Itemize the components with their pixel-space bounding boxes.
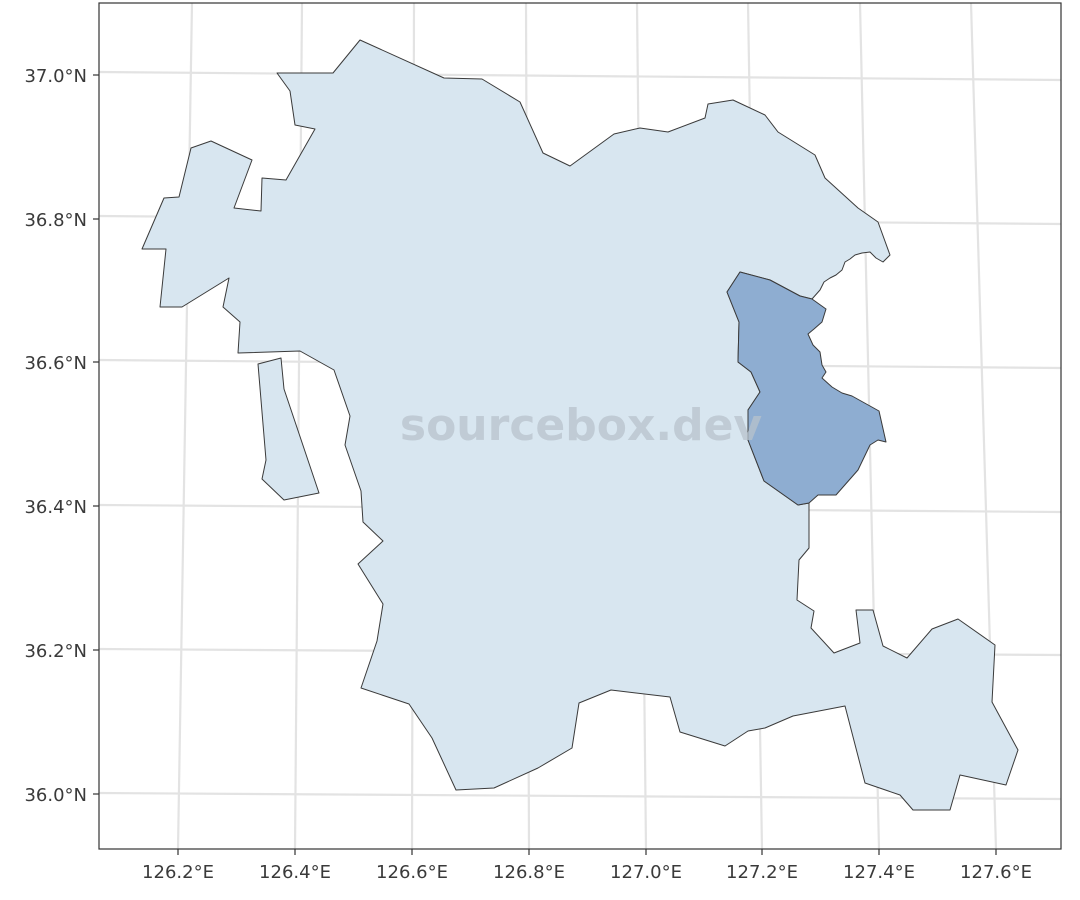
island-region[interactable] bbox=[257, 357, 320, 501]
province-region[interactable] bbox=[141, 39, 1019, 811]
lon-tick-label: 127.2°E bbox=[726, 862, 798, 883]
watermark-text: sourcebox.dev bbox=[400, 400, 763, 451]
lat-tick-label: 36.8°N bbox=[24, 210, 87, 231]
lat-tick-label: 36.4°N bbox=[24, 497, 87, 518]
lon-tick-label: 126.8°E bbox=[493, 862, 565, 883]
lon-grid-line bbox=[293, 3, 304, 849]
latitude-axis: 37.0°N 36.8°N 36.6°N 36.4°N 36.2°N 36.0°… bbox=[24, 66, 99, 806]
lon-tick-label: 126.4°E bbox=[259, 862, 331, 883]
lat-tick-label: 36.6°N bbox=[24, 353, 87, 374]
lon-tick-label: 127.0°E bbox=[610, 862, 682, 883]
lat-tick-label: 37.0°N bbox=[24, 66, 87, 87]
lon-tick-label: 126.2°E bbox=[142, 862, 214, 883]
lon-tick-label: 127.4°E bbox=[843, 862, 915, 883]
lon-tick-label: 127.6°E bbox=[960, 862, 1032, 883]
lon-grid-line bbox=[176, 3, 194, 849]
map-panel-border bbox=[98, 2, 1062, 850]
lat-tick-label: 36.0°N bbox=[24, 785, 87, 806]
lon-tick-label: 126.6°E bbox=[376, 862, 448, 883]
longitude-axis: 126.2°E 126.4°E 126.6°E 126.8°E 127.0°E … bbox=[142, 849, 1032, 883]
highlighted-district-region[interactable] bbox=[726, 271, 887, 506]
lat-tick-label: 36.2°N bbox=[24, 641, 87, 662]
lat-grid-line bbox=[99, 791, 1061, 801]
lat-grid-line bbox=[99, 70, 1061, 82]
